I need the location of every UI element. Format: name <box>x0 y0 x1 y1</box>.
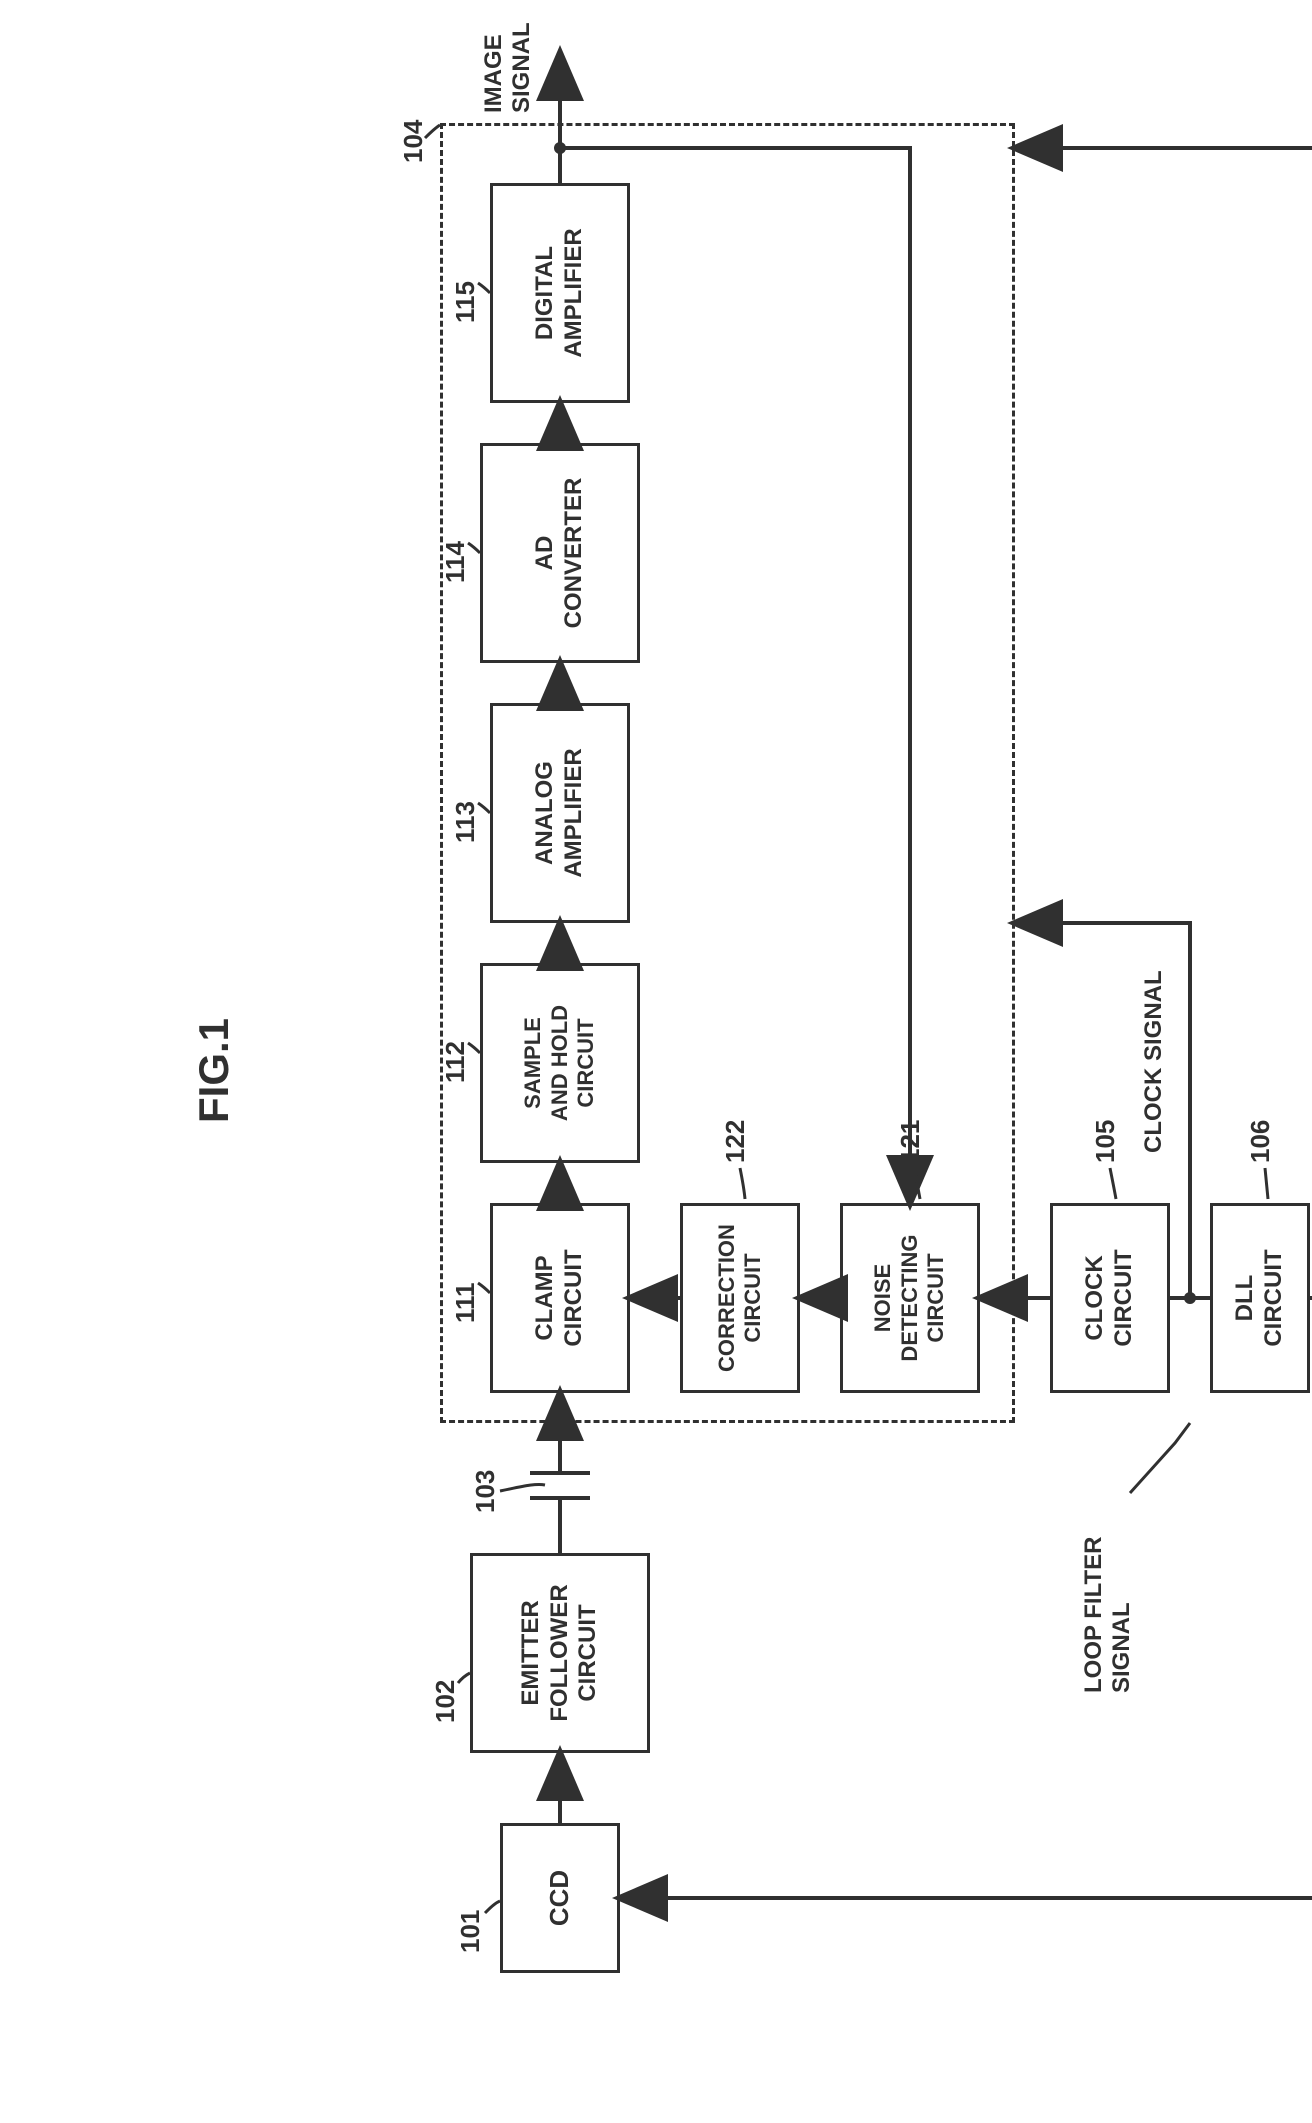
ref-115: 115 <box>450 281 481 323</box>
block-ad-converter: AD CONVERTER <box>480 443 640 663</box>
ref-121: 121 <box>895 1120 926 1163</box>
block-label: SAMPLE AND HOLD CIRCUIT <box>520 1005 599 1121</box>
block-sample-hold: SAMPLE AND HOLD CIRCUIT <box>480 963 640 1163</box>
block-clock: CLOCK CIRCUIT <box>1050 1203 1170 1393</box>
block-label: NOISE DETECTING CIRCUIT <box>870 1234 949 1361</box>
ref-102: 102 <box>430 1680 461 1723</box>
block-emitter-follower: EMITTER FOLLOWER CIRCUIT <box>470 1553 650 1753</box>
block-digital-amp: DIGITAL AMPLIFIER <box>490 183 630 403</box>
block-label: CCD <box>544 1870 575 1926</box>
ref-101: 101 <box>455 1910 486 1953</box>
label-clock-signal: CLOCK SIGNAL <box>1140 970 1168 1153</box>
block-analog-amp: ANALOG AMPLIFIER <box>490 703 630 923</box>
block-label: AD CONVERTER <box>531 478 589 629</box>
ref-106: 106 <box>1245 1120 1276 1163</box>
block-correction: CORRECTION CIRCUIT <box>680 1203 800 1393</box>
block-noise-detect: NOISE DETECTING CIRCUIT <box>840 1203 980 1393</box>
ref-103: 103 <box>470 1470 501 1513</box>
ref-122: 122 <box>720 1120 751 1163</box>
block-clamp: CLAMP CIRCUIT <box>490 1203 630 1393</box>
block-ccd: CCD <box>500 1823 620 1973</box>
label-image-signal: IMAGE SIGNAL <box>480 22 536 113</box>
block-label: EMITTER FOLLOWER CIRCUIT <box>517 1584 603 1721</box>
label-loop-filter-signal: LOOP FILTER SIGNAL <box>1080 1537 1136 1693</box>
block-label: CLOCK CIRCUIT <box>1081 1249 1139 1346</box>
ref-105: 105 <box>1090 1120 1121 1163</box>
block-dll: DLL CIRCUIT <box>1210 1203 1310 1393</box>
ref-104: 104 <box>398 120 429 163</box>
diagram-canvas: FIG.1 CCD EMITTER FOLLOWER CIRCUIT CLAMP… <box>0 0 1312 2123</box>
ref-111: 111 <box>450 1282 481 1323</box>
block-label: ANALOG AMPLIFIER <box>531 748 589 877</box>
block-label: DIGITAL AMPLIFIER <box>531 228 589 357</box>
ref-113: 113 <box>450 801 481 843</box>
block-label: CLAMP CIRCUIT <box>531 1249 589 1346</box>
ref-112: 112 <box>440 1041 471 1083</box>
block-label: DLL CIRCUIT <box>1231 1249 1289 1346</box>
ref-114: 114 <box>440 541 471 583</box>
block-label: CORRECTION CIRCUIT <box>714 1224 767 1372</box>
figure-title: FIG.1 <box>190 1018 238 1123</box>
